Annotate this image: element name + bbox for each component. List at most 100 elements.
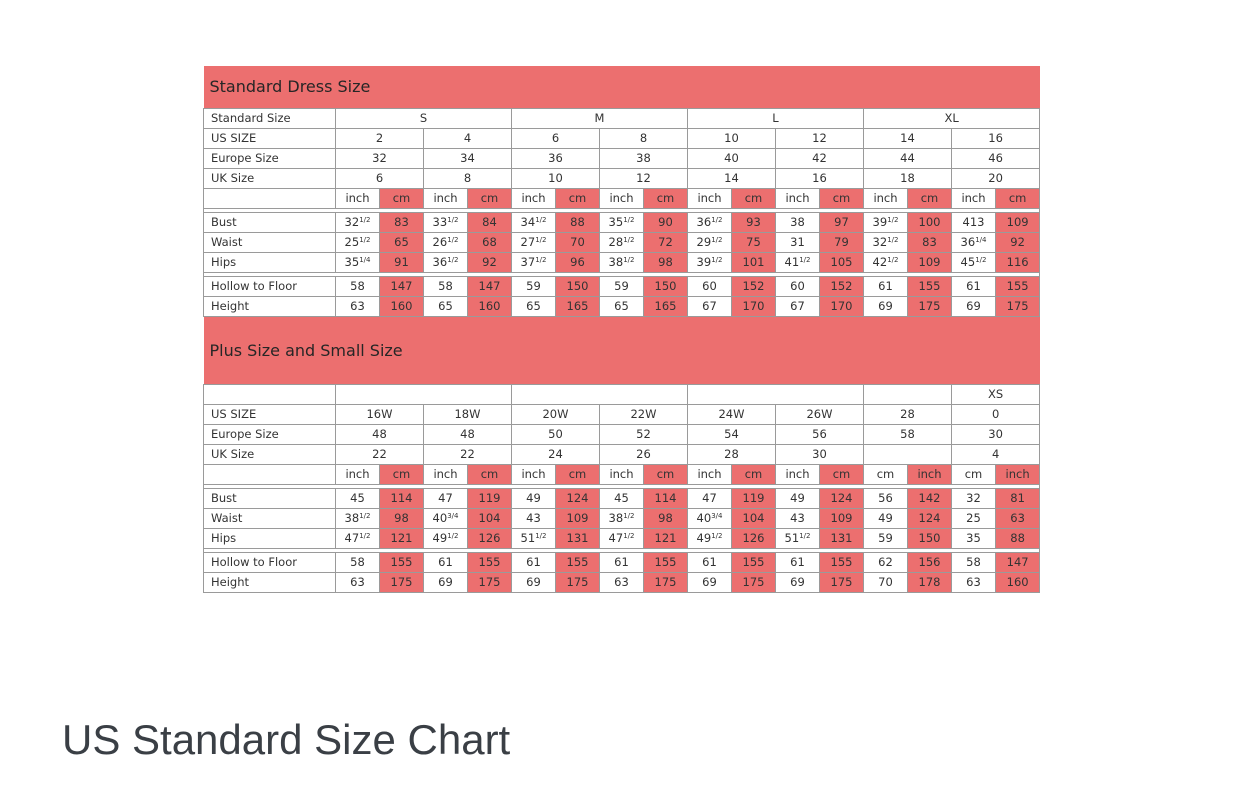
measure-cell: 63 (335, 571, 380, 593)
measure-fraction: 1/2 (447, 255, 459, 264)
size-cell: 20 (950, 167, 1041, 189)
measure-fraction: 1/4 (359, 255, 371, 264)
measure-cell: 69 (951, 295, 996, 317)
size-cell (335, 383, 512, 405)
size-cell: 10 (511, 167, 600, 189)
size-cell: 0 (950, 403, 1041, 425)
measurement-row: Bust 45 114 47 119 49 124 45 114 47 119 49 124 56 142 3… (203, 487, 1041, 509)
measure-cell: 150 (643, 275, 688, 297)
measure-cell: 109 (994, 211, 1041, 233)
measure-cell: 59 (599, 275, 644, 297)
size-cell: 56 (775, 423, 864, 445)
measure-cell: 90 (643, 211, 688, 233)
size-cell: L (687, 107, 864, 129)
size-cell: 42 (775, 147, 864, 169)
measure-whole: 33 (432, 214, 448, 229)
size-cell: 32 (335, 147, 424, 169)
size-cell: 8 (423, 167, 512, 189)
measure-cell: 126 (731, 527, 776, 549)
measure-cell: 61 (687, 551, 732, 573)
measure-cell: 58 (951, 551, 996, 573)
measure-cell: 391/2 (687, 251, 732, 273)
size-cell: 54 (687, 423, 776, 445)
measure-cell: 131 (819, 527, 864, 549)
measure-fraction: 1/2 (799, 255, 811, 264)
measure-cell: 65 (511, 295, 556, 317)
size-cell: 24W (687, 403, 776, 425)
unit-cell: inch (994, 463, 1041, 485)
row-label: Europe Size (203, 147, 336, 169)
measure-cell: 63 (599, 571, 644, 593)
measure-cell: 121 (643, 527, 688, 549)
measure-fraction: 1/2 (359, 215, 371, 224)
measure-cell: 79 (819, 231, 864, 253)
measure-cell: 331/2 (423, 211, 468, 233)
unit-cell: inch (775, 463, 820, 485)
measure-cell: 69 (687, 571, 732, 593)
measure-cell: 63 (994, 507, 1041, 529)
measure-cell: 49 (775, 487, 820, 509)
section-title: Standard Dress Size (203, 66, 1040, 108)
measure-cell: 403/4 (423, 507, 468, 529)
row-label: Hips (203, 527, 336, 549)
unit-cell: inch (951, 187, 996, 209)
size-cell: 2 (335, 127, 424, 149)
measure-whole: 42 (872, 254, 888, 269)
size-cell: 18 (863, 167, 952, 189)
size-cell: 38 (599, 147, 688, 169)
unit-cell: cm (643, 463, 688, 485)
size-cell: 16 (950, 127, 1041, 149)
unit-cell: inch (335, 463, 380, 485)
unit-cell: cm (467, 187, 512, 209)
measure-cell: 49 (511, 487, 556, 509)
size-cell (687, 383, 864, 405)
measure-fraction: 1/4 (975, 235, 987, 244)
measure-cell: 155 (467, 551, 512, 573)
measure-cell: 175 (819, 571, 864, 593)
measure-whole: 47 (608, 530, 624, 545)
row-label (203, 383, 336, 405)
size-cell: 22 (423, 443, 512, 465)
measure-cell: 351/2 (599, 211, 644, 233)
size-cell: 46 (950, 147, 1041, 169)
header-row: Standard Size S M L XL (203, 107, 1041, 129)
measure-cell: 98 (379, 507, 424, 529)
size-cell: 18W (423, 403, 512, 425)
size-cell: 4 (950, 443, 1041, 465)
unit-cell: inch (599, 463, 644, 485)
measure-cell: 65 (599, 295, 644, 317)
measure-fraction: 1/2 (623, 531, 635, 540)
unit-cell: cm (379, 463, 424, 485)
measure-cell: 150 (555, 275, 600, 297)
measure-cell: 69 (423, 571, 468, 593)
measure-cell: 109 (907, 251, 952, 273)
measure-cell: 61 (951, 275, 996, 297)
measure-cell: 361/2 (687, 211, 732, 233)
measure-cell: 104 (467, 507, 512, 529)
measure-whole: 35 (344, 254, 360, 269)
row-label: Height (203, 571, 336, 593)
measure-cell: 114 (379, 487, 424, 509)
row-label: Hollow to Floor (203, 551, 336, 573)
row-label: US SIZE (203, 403, 336, 425)
measure-cell: 60 (775, 275, 820, 297)
measure-fraction: 3/4 (711, 511, 723, 520)
row-label (203, 187, 336, 209)
measure-cell: 119 (731, 487, 776, 509)
row-label: Standard Size (203, 107, 336, 129)
row-label: Height (203, 295, 336, 317)
measure-cell: 98 (643, 507, 688, 529)
measure-fraction: 1/2 (799, 531, 811, 540)
measure-cell: 175 (643, 571, 688, 593)
measure-cell: 155 (555, 551, 600, 573)
measure-cell: 100 (907, 211, 952, 233)
measure-cell: 61 (863, 275, 908, 297)
measure-cell: 75 (731, 231, 776, 253)
measure-whole: 35 (608, 214, 624, 229)
measure-whole: 49 (432, 530, 448, 545)
measure-whole: 40 (432, 510, 448, 525)
measure-cell: 361/2 (423, 251, 468, 273)
measure-cell: 96 (555, 251, 600, 273)
unit-cell: inch (335, 187, 380, 209)
section-banner: Plus Size and Small Size (203, 316, 1040, 384)
